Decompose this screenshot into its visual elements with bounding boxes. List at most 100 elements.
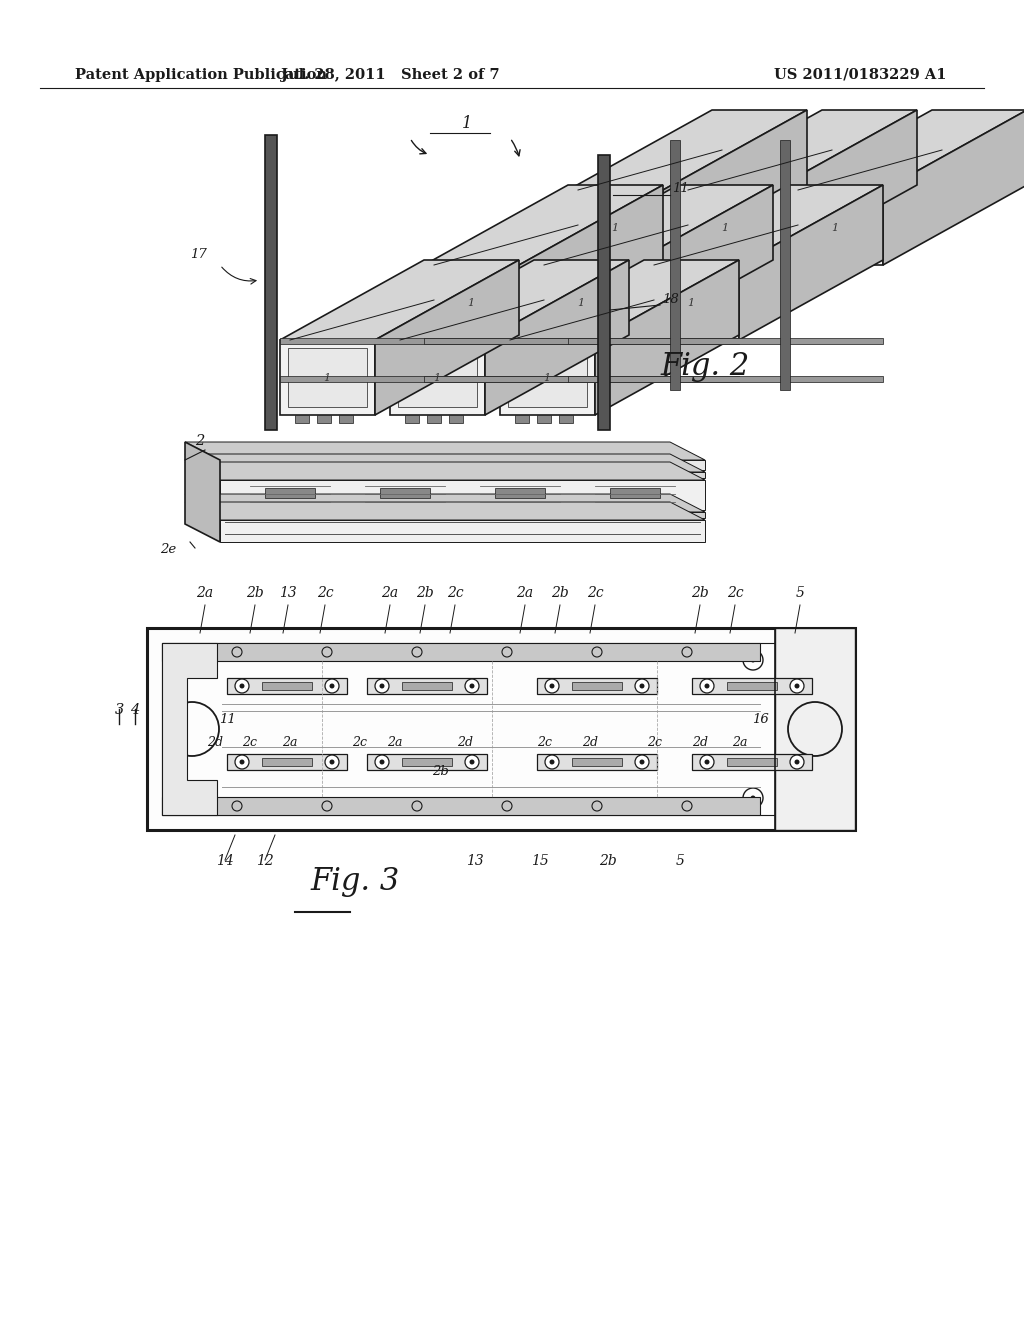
Text: 2a: 2a	[387, 737, 402, 750]
Bar	[380, 488, 430, 498]
Text: 2c: 2c	[727, 586, 743, 601]
Bar	[449, 414, 463, 422]
Circle shape	[375, 755, 389, 770]
Text: Jul. 28, 2011   Sheet 2 of 7: Jul. 28, 2011 Sheet 2 of 7	[281, 69, 500, 82]
Circle shape	[640, 684, 644, 689]
Polygon shape	[500, 341, 595, 414]
Circle shape	[325, 678, 339, 693]
Polygon shape	[220, 473, 705, 478]
Circle shape	[751, 796, 756, 800]
Bar	[402, 758, 452, 766]
Bar	[537, 414, 551, 422]
Circle shape	[635, 678, 649, 693]
Circle shape	[234, 755, 249, 770]
Text: 1: 1	[722, 223, 728, 234]
Text: 17: 17	[190, 248, 207, 261]
Bar	[280, 376, 595, 381]
Bar	[568, 376, 883, 381]
Text: 1: 1	[611, 223, 618, 234]
Polygon shape	[568, 190, 663, 265]
Text: 2a: 2a	[197, 586, 214, 601]
Text: 11: 11	[219, 713, 236, 726]
Polygon shape	[568, 110, 807, 190]
Text: 16: 16	[752, 713, 768, 726]
Text: 2c: 2c	[587, 586, 603, 601]
Polygon shape	[534, 265, 629, 341]
Polygon shape	[629, 185, 773, 341]
Circle shape	[700, 755, 714, 770]
Bar	[727, 758, 777, 766]
Text: 2d: 2d	[207, 737, 223, 750]
Bar	[262, 682, 312, 690]
Polygon shape	[788, 110, 1024, 190]
Circle shape	[700, 678, 714, 693]
Bar	[796, 198, 874, 257]
Text: 2d: 2d	[582, 737, 598, 750]
Text: 2c: 2c	[243, 737, 257, 750]
Bar	[686, 198, 765, 257]
Bar	[295, 414, 309, 422]
Bar	[424, 376, 739, 381]
Text: 5: 5	[676, 854, 684, 869]
Bar	[537, 678, 657, 694]
Bar	[775, 628, 855, 830]
Text: 1: 1	[544, 374, 551, 383]
Text: 2d: 2d	[457, 737, 473, 750]
Text: 14: 14	[216, 854, 233, 869]
Circle shape	[240, 684, 245, 689]
Text: 13: 13	[280, 586, 297, 601]
Bar	[317, 414, 331, 422]
Text: Fig. 3: Fig. 3	[310, 866, 399, 898]
Text: 2b: 2b	[599, 854, 616, 869]
Bar	[542, 273, 621, 333]
Text: 1: 1	[578, 298, 585, 308]
Bar	[367, 678, 487, 694]
Polygon shape	[185, 454, 705, 473]
Bar	[780, 140, 790, 389]
Circle shape	[790, 678, 804, 693]
Text: 4: 4	[130, 704, 139, 717]
Polygon shape	[788, 190, 883, 265]
Bar	[265, 488, 315, 498]
Polygon shape	[598, 154, 610, 430]
Circle shape	[705, 759, 710, 764]
Bar	[572, 682, 622, 690]
Text: 13: 13	[466, 854, 484, 869]
Polygon shape	[375, 260, 519, 414]
Circle shape	[179, 657, 184, 663]
Bar	[227, 678, 347, 694]
Text: 1: 1	[324, 374, 331, 383]
Circle shape	[705, 684, 710, 689]
Text: 2e: 2e	[160, 543, 176, 556]
Bar	[575, 198, 655, 257]
Polygon shape	[220, 512, 705, 517]
Text: 2c: 2c	[352, 737, 368, 750]
Polygon shape	[185, 442, 220, 543]
Bar	[367, 754, 487, 770]
Text: 2c: 2c	[316, 586, 334, 601]
Bar	[572, 758, 622, 766]
Polygon shape	[678, 110, 918, 190]
Circle shape	[240, 759, 245, 764]
Polygon shape	[185, 462, 705, 480]
Polygon shape	[485, 260, 629, 414]
Text: 2a: 2a	[381, 586, 398, 601]
Circle shape	[635, 755, 649, 770]
Text: Fig. 2: Fig. 2	[660, 351, 750, 381]
Polygon shape	[500, 260, 739, 341]
Text: 15: 15	[531, 854, 549, 869]
Circle shape	[550, 684, 555, 689]
Text: 2a: 2a	[732, 737, 748, 750]
Circle shape	[179, 796, 184, 800]
Circle shape	[465, 755, 479, 770]
Text: 2a: 2a	[516, 586, 534, 601]
Circle shape	[234, 678, 249, 693]
Bar	[402, 682, 452, 690]
Bar	[162, 643, 840, 814]
Circle shape	[790, 755, 804, 770]
Text: 3: 3	[115, 704, 124, 717]
Text: 11: 11	[672, 182, 689, 195]
Text: 2b: 2b	[691, 586, 709, 601]
Text: 5: 5	[796, 586, 805, 601]
Circle shape	[325, 755, 339, 770]
